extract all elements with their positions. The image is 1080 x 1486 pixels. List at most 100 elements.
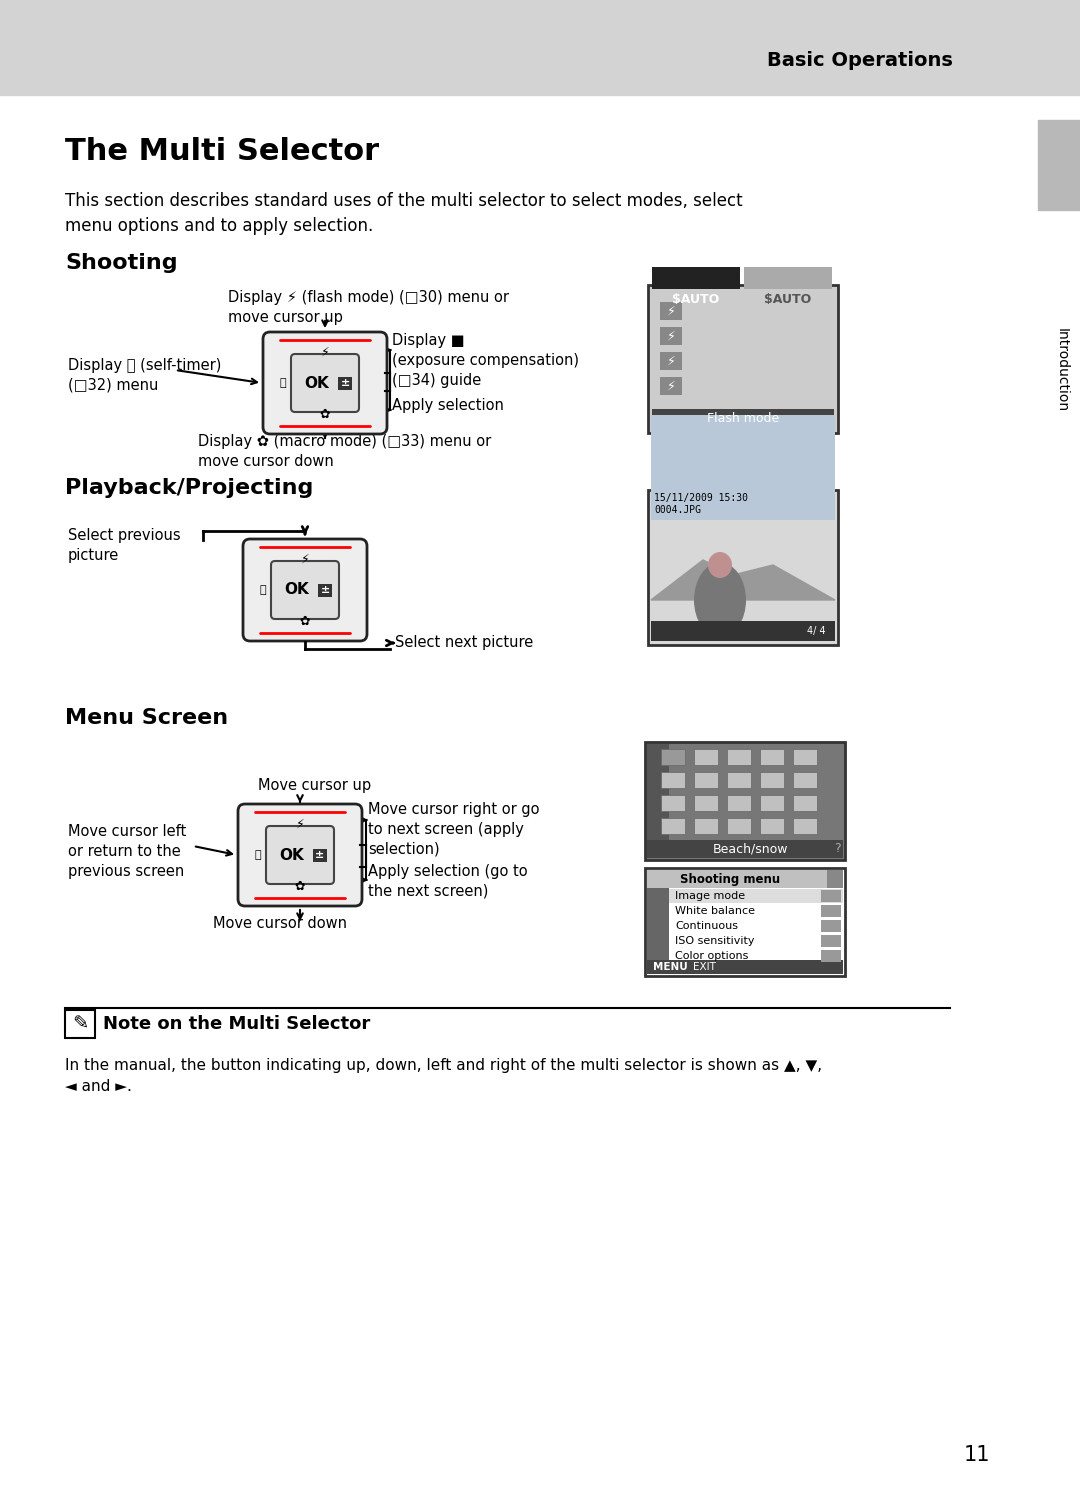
Bar: [0, 0, 1080, 95]
Bar: [760, 773, 784, 788]
Bar: [65, 1010, 95, 1039]
Text: ⚡: ⚡: [666, 379, 675, 392]
Bar: [652, 267, 740, 288]
Text: ⚡: ⚡: [666, 355, 675, 367]
FancyBboxPatch shape: [243, 539, 367, 640]
Bar: [647, 869, 843, 889]
Bar: [760, 817, 784, 834]
Bar: [793, 773, 816, 788]
Text: Menu Screen: Menu Screen: [65, 707, 228, 728]
Bar: [727, 749, 751, 765]
Text: Move cursor down: Move cursor down: [213, 915, 347, 932]
Bar: [660, 302, 681, 319]
Bar: [793, 817, 816, 834]
Text: Continuous: Continuous: [675, 921, 738, 932]
Bar: [660, 327, 681, 345]
Bar: [793, 795, 816, 811]
Bar: [660, 352, 681, 370]
Text: Image mode: Image mode: [675, 892, 745, 901]
Text: Playback/Projecting: Playback/Projecting: [65, 478, 313, 498]
Bar: [744, 267, 832, 288]
Text: OK: OK: [305, 376, 329, 391]
Text: ✿: ✿: [300, 615, 310, 627]
Bar: [647, 840, 843, 857]
Text: 4/ 4: 4/ 4: [808, 626, 826, 636]
Bar: [648, 490, 838, 645]
Text: Display ■
(exposure compensation)
(□34) guide: Display ■ (exposure compensation) (□34) …: [392, 333, 579, 388]
Text: EXIT: EXIT: [693, 961, 716, 972]
Bar: [694, 773, 718, 788]
Bar: [661, 773, 685, 788]
Bar: [821, 950, 841, 961]
Bar: [821, 920, 841, 932]
Bar: [694, 749, 718, 765]
FancyBboxPatch shape: [291, 354, 359, 412]
Bar: [727, 795, 751, 811]
Text: Beach/snow: Beach/snow: [712, 843, 787, 856]
Bar: [694, 817, 718, 834]
Text: OK: OK: [280, 847, 305, 862]
Bar: [651, 621, 835, 640]
Text: Basic Operations: Basic Operations: [767, 51, 953, 70]
Text: Select next picture: Select next picture: [395, 636, 534, 651]
Text: ⚡: ⚡: [666, 305, 675, 318]
Text: Display ⚡ (flash mode) (□30) menu or
move cursor up: Display ⚡ (flash mode) (□30) menu or mov…: [228, 290, 509, 325]
Bar: [661, 817, 685, 834]
Text: $AUTO: $AUTO: [673, 294, 719, 306]
FancyBboxPatch shape: [238, 804, 362, 906]
Ellipse shape: [694, 563, 746, 637]
Bar: [338, 377, 352, 389]
Text: Apply selection (go to
the next screen): Apply selection (go to the next screen): [368, 863, 528, 899]
Bar: [1038, 120, 1080, 210]
Text: Shooting menu: Shooting menu: [680, 872, 780, 886]
Ellipse shape: [708, 551, 732, 578]
Text: Flash mode: Flash mode: [707, 413, 779, 425]
Text: $AUTO: $AUTO: [765, 294, 812, 306]
Bar: [651, 415, 835, 520]
Text: ✎: ✎: [71, 1015, 89, 1033]
Text: OK: OK: [285, 583, 309, 597]
Text: 0004.JPG: 0004.JPG: [654, 505, 701, 516]
Text: ⏳: ⏳: [259, 585, 267, 594]
Bar: [652, 409, 834, 429]
Bar: [647, 744, 669, 857]
Text: ⏳: ⏳: [255, 850, 261, 860]
Bar: [313, 849, 327, 862]
Bar: [648, 285, 838, 432]
Text: 11: 11: [963, 1444, 990, 1465]
Text: The Multi Selector: The Multi Selector: [65, 138, 379, 166]
FancyBboxPatch shape: [271, 562, 339, 620]
Text: Note on the Multi Selector: Note on the Multi Selector: [103, 1015, 370, 1033]
Text: Apply selection: Apply selection: [392, 398, 504, 413]
FancyBboxPatch shape: [266, 826, 334, 884]
Bar: [647, 869, 669, 973]
Bar: [821, 890, 841, 902]
Text: ⚡: ⚡: [300, 553, 309, 566]
Polygon shape: [651, 560, 835, 600]
Text: Color options: Color options: [675, 951, 748, 961]
Bar: [727, 817, 751, 834]
Bar: [760, 749, 784, 765]
Text: ISO sensitivity: ISO sensitivity: [675, 936, 755, 947]
Bar: [821, 905, 841, 917]
Bar: [727, 773, 751, 788]
Text: In the manual, the button indicating up, down, left and right of the multi selec: In the manual, the button indicating up,…: [65, 1058, 822, 1094]
Text: ⏳: ⏳: [280, 377, 286, 388]
Text: Move cursor up: Move cursor up: [258, 779, 372, 794]
Text: This section describes standard uses of the multi selector to select modes, sele: This section describes standard uses of …: [65, 192, 743, 235]
Text: MENU: MENU: [653, 961, 688, 972]
FancyBboxPatch shape: [264, 331, 387, 434]
Bar: [793, 749, 816, 765]
Text: Introduction: Introduction: [1055, 328, 1069, 412]
Text: ✿: ✿: [320, 407, 330, 421]
Bar: [318, 584, 332, 597]
Text: Move cursor left
or return to the
previous screen: Move cursor left or return to the previo…: [68, 825, 186, 878]
Text: ⚡: ⚡: [296, 817, 305, 831]
Text: ±: ±: [321, 585, 329, 594]
Bar: [694, 795, 718, 811]
Bar: [647, 960, 843, 973]
Bar: [661, 795, 685, 811]
Bar: [645, 868, 845, 976]
Text: ?: ?: [834, 843, 840, 856]
Text: Display ⏳ (self-timer)
(□32) menu: Display ⏳ (self-timer) (□32) menu: [68, 358, 221, 392]
